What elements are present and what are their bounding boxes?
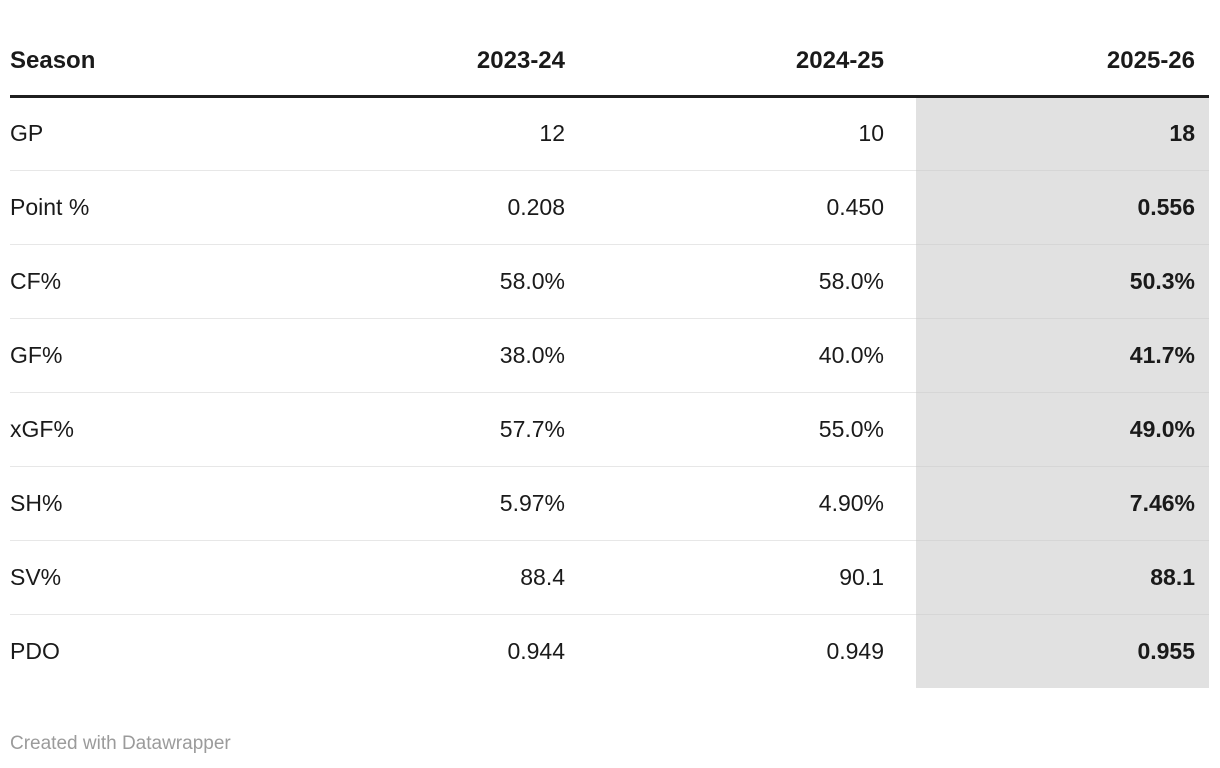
table-row-point-pct: Point % 0.208 0.450 0.556 [10, 170, 1209, 245]
column-header-2023-24: 2023-24 [278, 0, 597, 98]
table-row-sv-pct: SV% 88.4 90.1 88.1 [10, 540, 1209, 615]
table-row-sh-pct: SH% 5.97% 4.90% 7.46% [10, 466, 1209, 541]
stat-value: 0.944 [507, 637, 565, 664]
stat-value-highlighted: 88.1 [916, 540, 1209, 615]
row-label: GF% [10, 318, 278, 393]
row-label: SH% [10, 466, 278, 541]
stat-value: 4.90% [597, 466, 916, 541]
stat-value: 0.450 [597, 170, 916, 245]
stat-value: 10 [597, 96, 916, 171]
stat-value: 58.0% [278, 244, 597, 319]
table-row-cf-pct: CF% 58.0% 58.0% 50.3% [10, 244, 1209, 319]
row-label: Point % [10, 170, 278, 245]
stat-value: 0.208 [278, 170, 597, 245]
column-header-2025-26: 2025-26 [916, 0, 1209, 98]
stat-value: 5.97% [278, 466, 597, 541]
stat-value-highlighted: 7.46% [916, 466, 1209, 541]
stat-value: 88.4 [278, 540, 597, 615]
table-row-pdo: PDO 0.944 0.949 0.955 [10, 614, 1209, 688]
stat-value-highlighted: 49.0% [916, 392, 1209, 467]
stat-value: 40.0% [597, 318, 916, 393]
stat-value-highlighted: 41.7% [916, 318, 1209, 393]
row-label: SV% [10, 540, 278, 615]
table-row-gp: GP 12 10 18 [10, 96, 1209, 171]
stat-value: 12 [278, 96, 597, 171]
column-header-2024-25: 2024-25 [597, 0, 916, 98]
row-label: CF% [10, 244, 278, 319]
stat-value: 0.949 [826, 637, 884, 664]
stat-value: 55.0% [597, 392, 916, 467]
stat-value-highlighted: 0.955 [916, 614, 1209, 688]
row-label: xGF% [10, 392, 278, 467]
stat-value: 90.1 [597, 540, 916, 615]
table-row-xgf-pct: xGF% 57.7% 55.0% 49.0% [10, 392, 1209, 467]
datawrapper-attribution-link[interactable]: Created with Datawrapper [10, 733, 231, 754]
table-header-row: Season 2023-24 2024-25 2025-26 [10, 0, 1209, 98]
stat-value: 58.0% [597, 244, 916, 319]
stat-value: 38.0% [278, 318, 597, 393]
stat-value-highlighted: 50.3% [916, 244, 1209, 319]
column-header-season: Season [10, 0, 278, 98]
table-row-gf-pct: GF% 38.0% 40.0% 41.7% [10, 318, 1209, 393]
stat-value-highlighted: 18 [916, 96, 1209, 171]
stat-value-highlighted: 0.556 [916, 170, 1209, 245]
row-label: GP [10, 96, 278, 171]
stat-value: 57.7% [278, 392, 597, 467]
row-label: PDO [10, 637, 60, 664]
stats-table: Season 2023-24 2024-25 2025-26 GP 12 10 … [10, 0, 1209, 688]
